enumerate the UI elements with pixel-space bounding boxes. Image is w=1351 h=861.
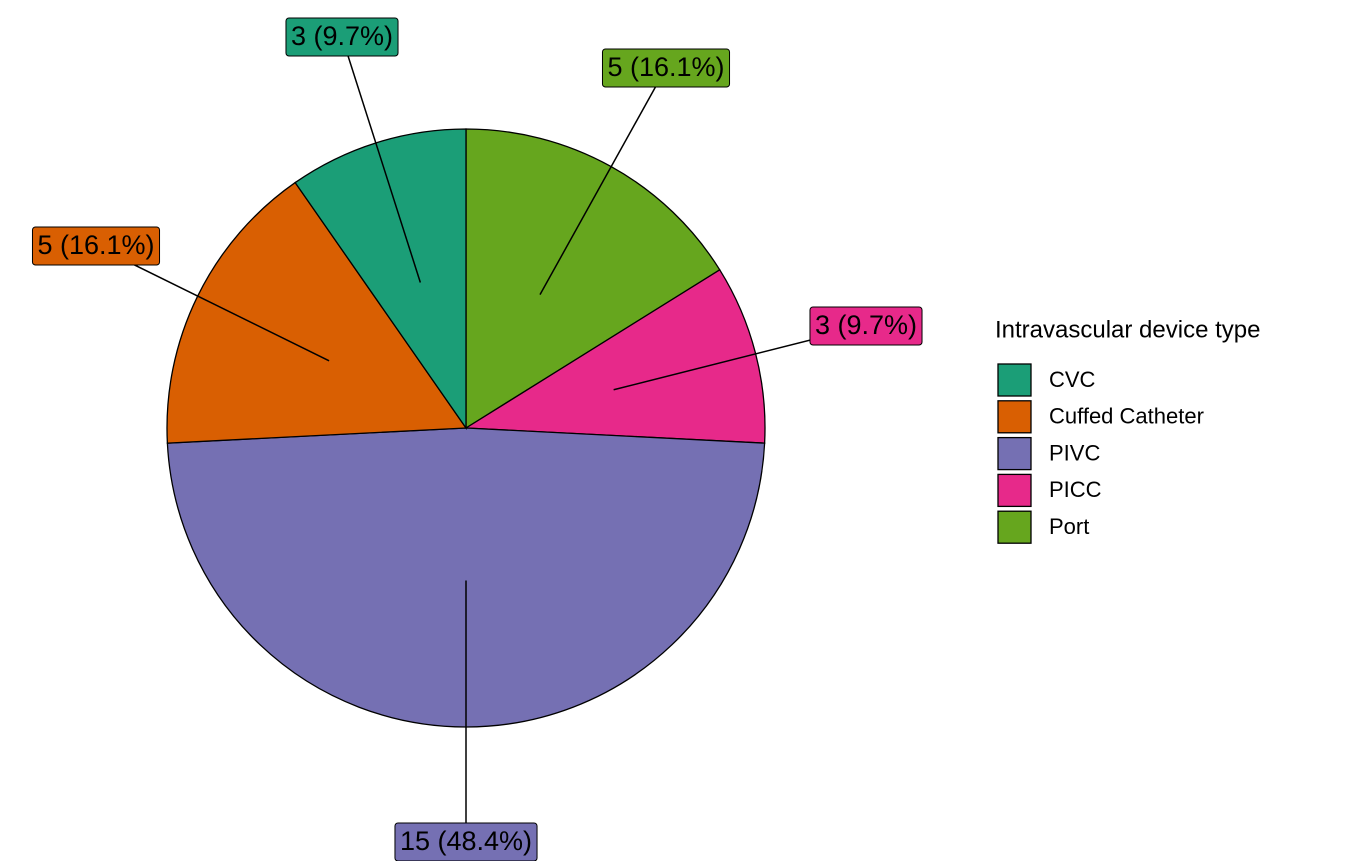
data-label-group: 5 (16.1%): [601, 48, 731, 88]
leader-line: [341, 36, 422, 283]
data-label-group: 3 (9.7%): [809, 306, 923, 346]
label-box: [601, 48, 731, 88]
label-box: [394, 822, 538, 861]
data-label-group: 5 (16.1%): [31, 226, 161, 266]
data-label: 5 (16.1%): [37, 230, 154, 260]
pie-slice: [463, 268, 766, 444]
slices: [166, 128, 766, 728]
legend-key: [997, 473, 1032, 508]
leader-line: [539, 67, 667, 296]
label-box: [285, 17, 399, 57]
legend-title: Intravascular device type: [995, 316, 1260, 343]
data-label: 15 (48.4%): [400, 826, 532, 856]
legend-label: PICC: [1049, 477, 1102, 502]
legend-label: Cuffed Catheter: [1049, 404, 1204, 429]
data-label: 3 (9.7%): [291, 21, 393, 51]
label-box: [809, 306, 923, 346]
legend-label: CVC: [1049, 367, 1096, 392]
data-label: 5 (16.1%): [607, 52, 724, 82]
label-box: [31, 226, 161, 266]
legend-key: [997, 510, 1032, 544]
legend-key: [997, 363, 1032, 397]
data-label: 3 (9.7%): [815, 310, 917, 340]
data-label-group: 15 (48.4%): [394, 822, 538, 861]
legend-key: [997, 400, 1032, 434]
legend-label: PIVC: [1049, 440, 1100, 465]
legend-key: [997, 436, 1032, 471]
data-label-group: 3 (9.7%): [285, 17, 399, 57]
legend-label: Port: [1049, 514, 1089, 539]
